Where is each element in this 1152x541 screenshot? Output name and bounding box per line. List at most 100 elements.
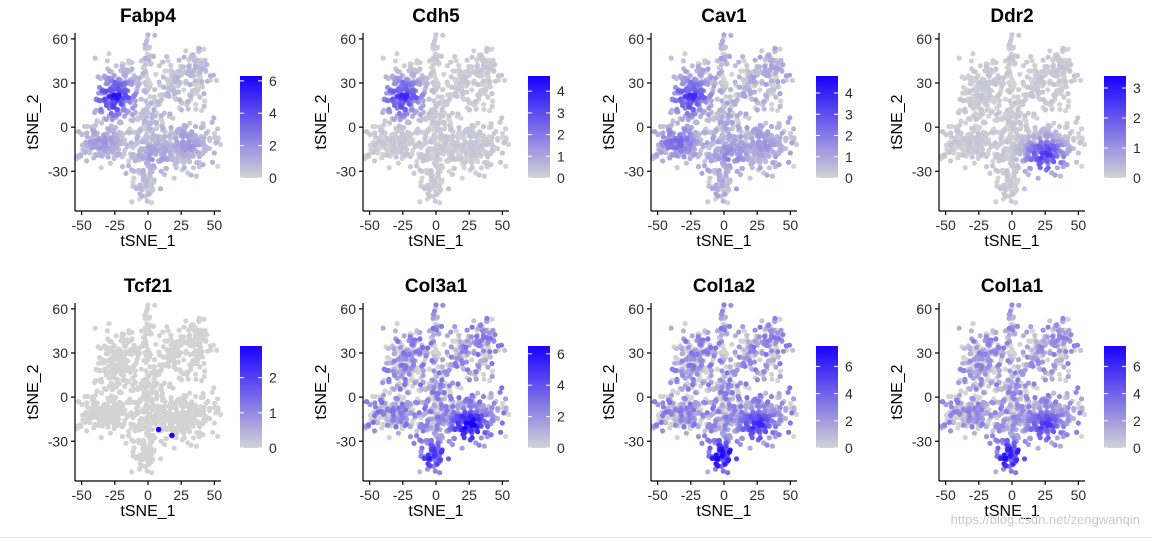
cell-point [713, 191, 719, 197]
cell-point [763, 81, 769, 88]
cell-point [462, 159, 468, 165]
cell-point [123, 440, 129, 446]
cell-point [463, 74, 469, 80]
cell-point [996, 74, 1002, 81]
cell-point [478, 143, 484, 149]
cell-point [394, 51, 400, 57]
scatter-points [938, 32, 1088, 206]
cell-point [102, 401, 109, 407]
cell-point [736, 125, 742, 132]
cell-point [183, 318, 189, 324]
cell-point [1002, 96, 1008, 102]
cell-point [765, 53, 771, 59]
cell-point [726, 163, 732, 169]
legend-colorbar [816, 76, 838, 178]
cell-point [453, 58, 459, 64]
cell-point [150, 53, 157, 60]
cell-point [417, 199, 423, 205]
cell-point [503, 126, 509, 132]
cell-point [1020, 79, 1026, 85]
cell-point [95, 74, 101, 80]
cell-point [473, 106, 479, 112]
cell-point [772, 45, 778, 51]
cell-point [142, 119, 148, 125]
cell-point [1044, 152, 1050, 158]
cell-point [104, 58, 110, 64]
cell-point [702, 163, 708, 169]
panel-title: Tcf21 [124, 276, 173, 297]
cell-point [475, 81, 481, 88]
cell-point [743, 111, 749, 117]
cell-point [154, 99, 160, 105]
cell-point [1024, 59, 1030, 65]
cell-point [1007, 132, 1013, 138]
cell-point [1079, 135, 1085, 141]
scatter-points [650, 32, 800, 206]
cell-point [138, 115, 144, 121]
cell-point [114, 407, 121, 413]
cell-point [1056, 123, 1063, 130]
cell-point [1038, 146, 1044, 152]
cell-point [140, 156, 146, 162]
cell-point [147, 350, 153, 356]
cell-point [1031, 150, 1037, 156]
x-axis-title: tSNE_1 [984, 233, 1039, 250]
cell-point [129, 59, 135, 66]
cell-point [1044, 64, 1050, 70]
cell-point [161, 145, 167, 152]
cell-point [178, 333, 184, 339]
cell-point [420, 98, 426, 104]
cell-point [143, 183, 149, 189]
cell-point [192, 123, 199, 130]
cell-point [143, 98, 149, 104]
cell-point [974, 140, 980, 146]
cell-point [451, 165, 457, 171]
cell-point [411, 170, 417, 176]
y-tick-label: 60 [628, 31, 644, 47]
cell-point [398, 140, 404, 146]
cell-point [387, 120, 393, 126]
cell-point [195, 348, 202, 354]
scatter-points [74, 302, 224, 476]
cell-point [180, 64, 186, 70]
cell-point [481, 173, 487, 179]
cell-point [380, 55, 386, 61]
cell-point [124, 67, 130, 73]
cell-point [473, 99, 479, 105]
cell-point [173, 136, 179, 142]
cell-point [112, 92, 118, 98]
cell-point [448, 84, 454, 90]
cell-point [157, 186, 164, 192]
cell-point [752, 57, 758, 63]
cell-point [948, 158, 954, 164]
cell-point [84, 134, 90, 140]
cell-point [149, 384, 155, 390]
cell-point [962, 106, 968, 112]
cell-point [996, 102, 1002, 109]
cell-point [993, 80, 999, 86]
cell-point [1056, 87, 1062, 93]
cell-point [747, 143, 754, 149]
cell-point [1056, 58, 1062, 64]
cell-point [144, 198, 150, 204]
cell-point [441, 71, 447, 77]
cell-point [142, 80, 148, 86]
cell-point [215, 163, 221, 169]
cell-point [84, 428, 90, 434]
cell-point [434, 191, 440, 197]
cell-point [668, 144, 674, 150]
cell-point [379, 129, 385, 136]
cell-point [446, 113, 452, 119]
cell-point [431, 183, 437, 189]
cell-point [102, 143, 108, 149]
cell-point [425, 127, 431, 133]
cell-point [440, 32, 446, 38]
cell-point [671, 74, 677, 80]
cell-point [1053, 53, 1059, 59]
cell-point [1020, 138, 1026, 144]
cell-point [1011, 170, 1017, 176]
cell-point [986, 87, 992, 93]
cell-point [181, 357, 187, 363]
cell-point [708, 98, 714, 104]
